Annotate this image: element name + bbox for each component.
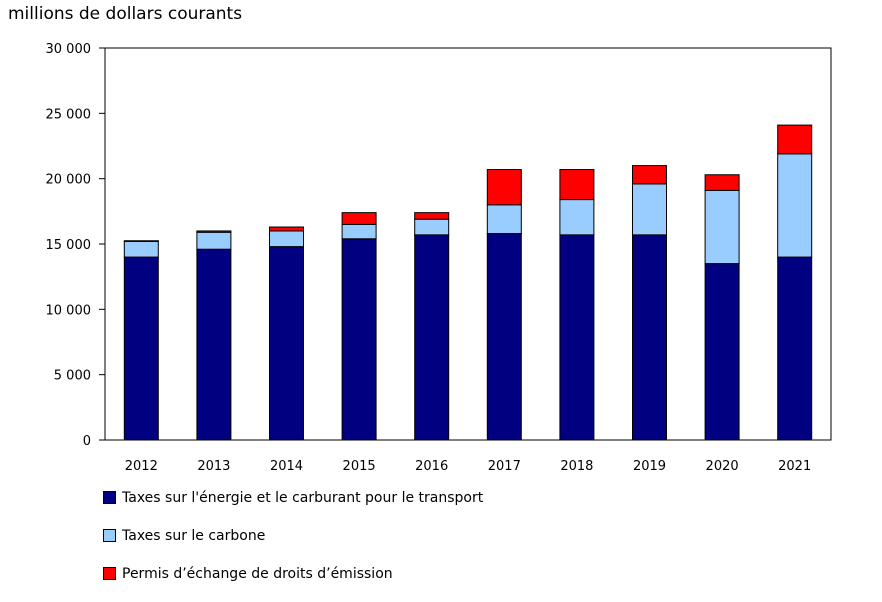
bar-segment-2020-s1	[704, 189, 740, 265]
bar-segment-2016-s2	[414, 212, 450, 220]
bar-segment-2014-s2	[269, 226, 304, 232]
bar-segment-2013-s2	[196, 230, 232, 233]
legend-label-energy: Taxes sur l'énergie et le carburant pour…	[122, 489, 484, 506]
bar-segment-2017-s2	[486, 169, 522, 206]
bar-segment-2020-s0	[704, 263, 740, 441]
legend-swatch-energy	[103, 491, 116, 504]
legend-swatch-permits	[103, 567, 116, 580]
bar-segment-2019-s2	[632, 165, 667, 185]
x-tick-label: 2020	[706, 459, 739, 474]
bar-segment-2013-s0	[196, 248, 232, 441]
legend-label-permits: Permis d’échange de droits d’émission	[122, 565, 393, 582]
bar-segment-2016-s1	[414, 218, 450, 236]
bar-segment-2021-s2	[777, 124, 813, 155]
x-tick-label: 2019	[633, 459, 666, 474]
bar-segment-2017-s0	[486, 233, 522, 441]
x-tick-label: 2017	[488, 459, 521, 474]
y-tick-label: 25 000	[46, 107, 92, 122]
x-tick-label: 2018	[560, 459, 593, 474]
bar-segment-2019-s1	[632, 183, 667, 236]
x-tick-label: 2012	[125, 459, 158, 474]
bar-segment-2012-s0	[123, 256, 159, 441]
bar-segment-2014-s1	[269, 230, 304, 248]
bar-segment-2018-s1	[559, 199, 595, 236]
bar-segment-2018-s0	[559, 234, 595, 441]
legend-swatch-carbon	[103, 529, 116, 542]
y-tick-label: 5 000	[54, 369, 91, 384]
bar-segment-2015-s2	[341, 212, 377, 225]
bar-segment-2021-s0	[777, 256, 813, 441]
bar-segment-2019-s0	[632, 234, 667, 441]
bar-segment-2017-s1	[486, 204, 522, 235]
y-tick-label: 30 000	[46, 42, 92, 57]
y-tick-label: 15 000	[46, 238, 92, 253]
bar-segment-2021-s1	[777, 153, 813, 258]
bar-segment-2012-s1	[123, 240, 159, 258]
y-axis-unit-label: millions de dollars courants	[8, 4, 243, 24]
bar-segment-2012-s2	[123, 240, 159, 242]
x-tick-label: 2013	[197, 459, 230, 474]
legend-label-carbon: Taxes sur le carbone	[122, 527, 266, 544]
x-tick-label: 2014	[270, 459, 303, 474]
legend-item-permits: Permis d’échange de droits d’émission	[103, 564, 483, 583]
y-tick-label: 20 000	[46, 173, 92, 188]
legend-item-carbon: Taxes sur le carbone	[103, 526, 483, 545]
bar-segment-2018-s2	[559, 169, 595, 201]
legend-item-energy: Taxes sur l'énergie et le carburant pour…	[103, 488, 483, 507]
bar-segment-2016-s0	[414, 234, 450, 441]
x-tick-label: 2021	[778, 459, 811, 474]
bar-segment-2020-s2	[704, 174, 740, 191]
legend: Taxes sur l'énergie et le carburant pour…	[103, 488, 483, 602]
bar-segment-2015-s0	[341, 238, 377, 441]
bar-segment-2013-s1	[196, 231, 232, 250]
bar-segment-2015-s1	[341, 223, 377, 240]
x-tick-label: 2015	[343, 459, 376, 474]
bar-segment-2014-s0	[269, 246, 304, 441]
x-tick-label: 2016	[415, 459, 448, 474]
y-tick-label: 0	[83, 434, 91, 449]
y-tick-label: 10 000	[46, 303, 92, 318]
